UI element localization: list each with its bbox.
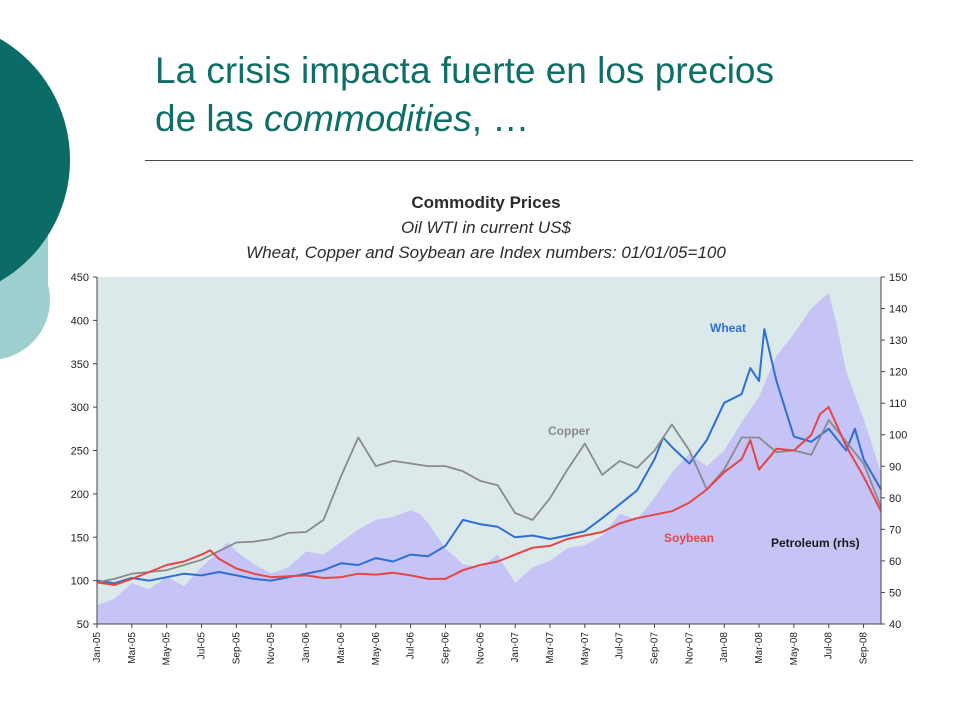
y-right-tick-label: 130 <box>889 335 907 347</box>
y-left-tick-label: 450 <box>71 272 89 284</box>
x-tick-label: Mar-05 <box>127 632 138 664</box>
y-left-tick-label: 150 <box>71 532 89 544</box>
slide-title-italic: commodities <box>264 98 472 139</box>
y-left-ticks: 450 400 350 300 250 200 150 100 50 <box>71 272 97 631</box>
label-copper: Copper <box>548 424 590 438</box>
dark-teal-circle <box>0 38 70 282</box>
x-tick-label: May-05 <box>162 632 173 666</box>
x-tick-label: Mar-07 <box>545 632 556 664</box>
slide-title-line1: La crisis impacta fuerte en los precios <box>155 50 774 91</box>
x-ticks: Jan-05 Mar-05 May-05 Jul-05 Sep-05 Nov-05 Jan-… <box>92 624 870 665</box>
slide-title-line2: de las commodities, … <box>155 95 925 143</box>
y-left-tick-label: 350 <box>71 359 89 371</box>
x-tick-label: Sep-07 <box>650 632 661 665</box>
y-right-ticks: 150 140 130 120 110 100 90 80 70 60 50 40 <box>881 272 907 631</box>
x-tick-label: Jan-05 <box>92 632 103 663</box>
label-soybean: Soybean <box>664 531 714 545</box>
y-right-tick-label: 60 <box>889 556 901 568</box>
y-left-tick-label: 300 <box>71 402 89 414</box>
y-right-tick-label: 50 <box>889 587 901 599</box>
x-tick-label: Mar-06 <box>336 632 347 664</box>
y-right-tick-label: 100 <box>889 430 907 442</box>
x-tick-label: Mar-08 <box>754 632 765 664</box>
y-right-tick-label: 70 <box>889 524 901 536</box>
x-tick-label: Jan-08 <box>719 632 730 663</box>
y-left-tick-label: 50 <box>77 619 89 631</box>
x-tick-label: May-06 <box>371 632 382 666</box>
x-tick-label: Nov-05 <box>266 632 277 665</box>
y-right-tick-label: 40 <box>889 619 901 631</box>
chart-title: Commodity Prices <box>411 193 560 212</box>
y-right-tick-label: 110 <box>889 398 907 410</box>
x-tick-label: Sep-08 <box>859 632 870 665</box>
y-left-tick-label: 100 <box>71 576 89 588</box>
x-tick-label: Jan-06 <box>301 632 312 663</box>
label-wheat: Wheat <box>710 321 746 335</box>
series-soybean-line <box>96 406 882 586</box>
x-tick-label: Sep-05 <box>231 632 242 665</box>
x-tick-label: Nov-07 <box>684 632 695 665</box>
y-right-tick-label: 140 <box>889 304 907 316</box>
y-right-tick-label: 80 <box>889 493 901 505</box>
slide-title-prefix: de las <box>155 98 265 139</box>
series-petroleum-area <box>97 292 881 624</box>
y-left-tick-label: 400 <box>71 315 89 327</box>
slide-title: La crisis impacta fuerte en los precios … <box>155 47 925 143</box>
series-copper-line <box>96 419 882 584</box>
y-left-tick-label: 200 <box>71 489 89 501</box>
chart-subtitle-2: Wheat, Copper and Soybean are Index numb… <box>246 243 726 262</box>
x-tick-label: Jul-06 <box>406 632 417 660</box>
x-tick-label: May-08 <box>789 632 800 666</box>
slide-title-suffix: , … <box>471 98 530 139</box>
x-tick-label: Sep-06 <box>440 632 451 665</box>
y-right-tick-label: 150 <box>889 272 907 284</box>
label-petroleum: Petroleum (rhs) <box>771 536 860 550</box>
y-right-tick-label: 90 <box>889 461 901 473</box>
x-tick-label: Jan-07 <box>510 632 521 663</box>
x-tick-label: Jul-05 <box>197 632 208 660</box>
x-tick-label: May-07 <box>580 632 591 666</box>
y-left-tick-label: 250 <box>71 446 89 458</box>
x-tick-label: Jul-08 <box>824 632 835 660</box>
chart-subtitle-1: Oil WTI in current US$ <box>401 218 572 237</box>
series-wheat-line <box>96 328 882 585</box>
line-layer <box>96 328 882 586</box>
x-tick-label: Jul-07 <box>615 632 626 660</box>
title-divider <box>145 160 913 161</box>
y-right-tick-label: 120 <box>889 367 907 379</box>
x-tick-label: Nov-06 <box>475 632 486 665</box>
petroleum-layer <box>97 292 881 624</box>
